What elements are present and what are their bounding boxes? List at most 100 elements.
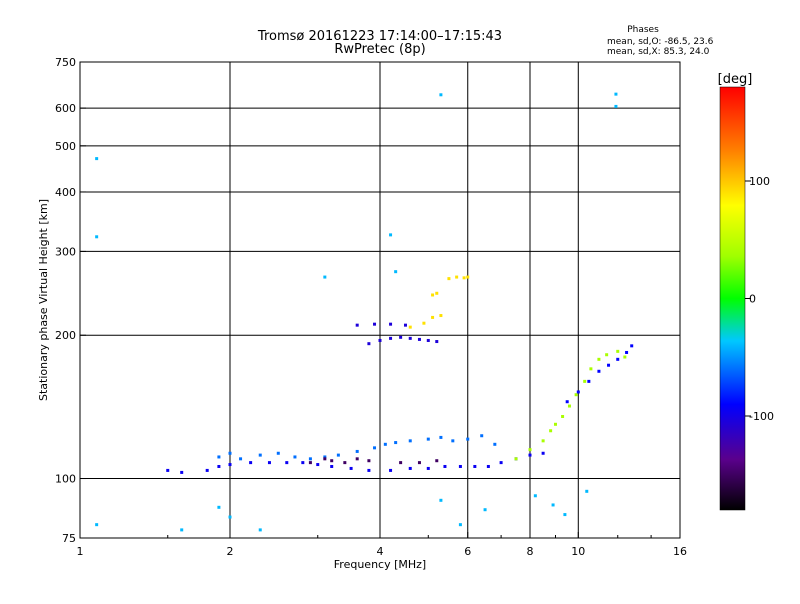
series-7 [95,92,618,532]
data-point [378,338,382,342]
data-point [443,464,447,468]
data-point [458,523,462,527]
data-point [217,464,221,468]
data-point [561,414,565,418]
data-point [426,466,430,470]
data-point [480,434,484,438]
data-point [541,451,545,455]
data-point [394,441,398,445]
data-point [323,275,327,279]
data-point [483,508,487,512]
data-point [308,461,312,465]
data-point [389,322,393,326]
data-point [451,439,455,443]
data-point [607,363,611,367]
plot-frame [79,61,681,539]
data-point [95,157,99,161]
data-point [336,453,340,457]
data-point [394,270,398,274]
axis-ticks: 1 2 4 6 8 10 16 75 100 200 300 400 500 600 750 [55,56,687,558]
data-point [389,233,393,237]
data-point [597,369,601,373]
data-point [486,464,490,468]
data-point [373,322,377,326]
colorbar-tick-label: 100 [749,175,770,188]
data-point [587,379,591,383]
data-point [431,293,435,297]
data-point [95,523,99,527]
data-point [308,457,312,461]
data-point [551,503,555,507]
data-point [95,235,99,239]
series-1 [217,434,497,461]
colorbar-ticks: 100 0 -100 [745,175,774,423]
chart-title: Tromsø 20161223 17:14:00–17:15:43 [257,29,502,44]
data-point [408,466,412,470]
data-point [565,400,569,404]
data-point [574,393,578,397]
data-point [258,528,262,532]
data-point [439,314,443,318]
data-point [228,515,232,519]
data-point [585,489,589,493]
data-point [389,468,393,472]
data-point [435,291,439,295]
y-tick-label: 750 [55,56,76,69]
data-point [630,344,634,348]
data-point [408,325,412,329]
data-point [166,468,170,472]
data-point [466,437,470,441]
x-tick-label: 8 [527,545,534,558]
data-point [431,315,435,319]
data-point [614,92,618,96]
data-point [217,505,221,509]
data-point [343,461,347,465]
data-point [422,321,426,325]
data-point [330,459,334,463]
data-point [258,453,262,457]
data-point [417,461,421,465]
y-tick-label: 200 [55,329,76,342]
series-2 [308,457,439,465]
data-point [228,463,232,467]
data-point [426,437,430,441]
series-6 [565,344,634,404]
data-point [330,464,334,468]
data-point [417,337,421,341]
data-point [576,390,580,394]
y-axis-label: Stationary phase Virtual Height [km] [37,199,50,401]
series-0 [166,451,545,474]
data-point [583,379,587,383]
data-point [367,459,371,463]
data-point [623,355,627,359]
data-point [625,350,629,354]
data-point [355,323,359,327]
colorbar-tick-label: -100 [749,410,774,423]
data-point [301,461,305,465]
x-tick-label: 4 [377,545,384,558]
y-tick-label: 300 [55,245,76,258]
colorbar [719,86,746,511]
data-point [563,513,567,517]
data-point [399,461,403,465]
data-point [528,448,532,452]
data-point [455,275,459,279]
data-point [458,464,462,468]
data-point [435,459,439,463]
series-4 [408,275,470,329]
data-point [439,93,443,97]
data-point [616,349,620,353]
stats-o: mean, sd,O: -86.5, 23.6 [607,37,714,47]
data-point [616,357,620,361]
data-points [95,92,634,532]
y-tick-label: 75 [62,532,76,545]
data-point [541,439,545,443]
series-5 [514,349,627,461]
data-point [466,275,470,279]
data-point [316,463,320,467]
x-tick-label: 2 [227,545,234,558]
data-point [499,461,503,465]
series-3 [355,322,439,346]
data-point [533,494,537,498]
data-point [567,404,571,408]
